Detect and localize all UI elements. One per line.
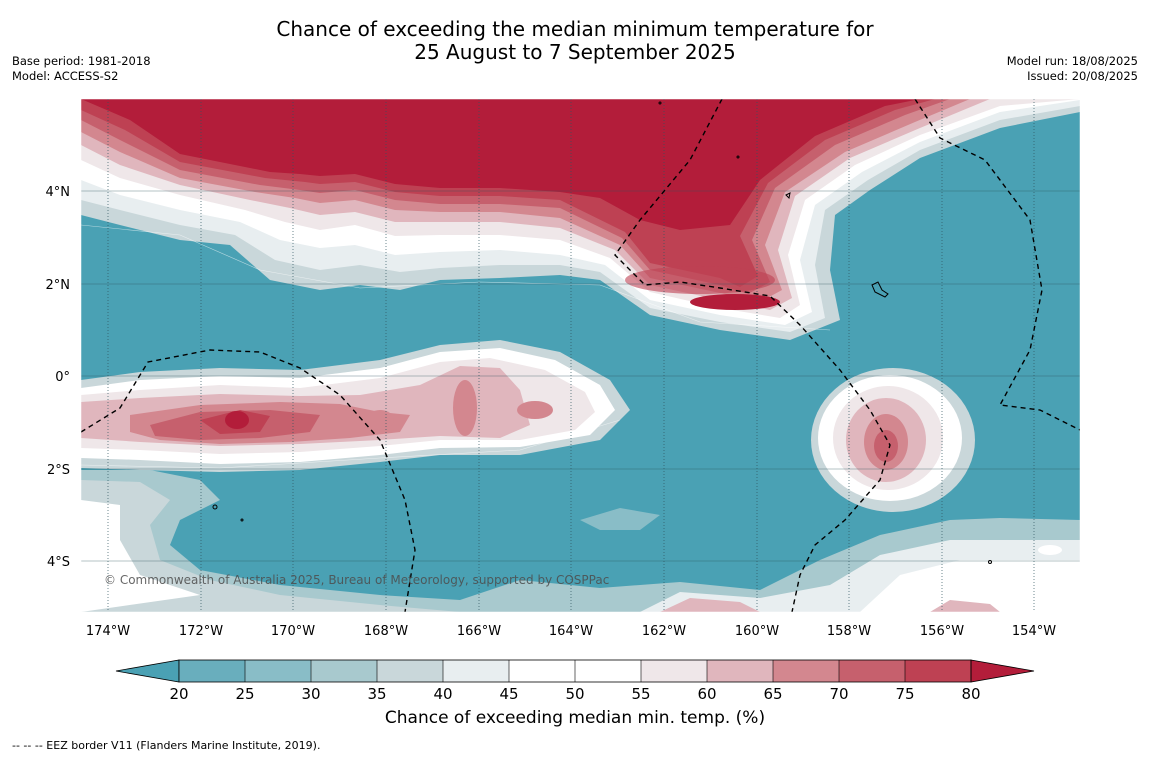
colorbar-low-arrow	[115, 659, 180, 683]
colorbar-tick-label: 20	[169, 685, 188, 703]
north-warm-region	[81, 99, 1080, 340]
colorbar-tick-label: 40	[433, 685, 452, 703]
lon-label-172w: 172°W	[179, 624, 223, 639]
issued-text: Issued: 20/08/2025	[1027, 69, 1138, 83]
colorbar-tick-label: 50	[565, 685, 584, 703]
lat-label-0: 0°	[55, 370, 70, 385]
colorbar-tick-label: 65	[763, 685, 782, 703]
lon-label-154w: 154°W	[1012, 624, 1056, 639]
copyright-notice: © Commonwealth of Australia 2025, Bureau…	[104, 573, 609, 587]
lon-label-156w: 156°W	[920, 624, 964, 639]
lon-label-164w: 164°W	[549, 624, 593, 639]
lon-label-158w: 158°W	[827, 624, 871, 639]
colorbar-tick-label: 70	[829, 685, 848, 703]
title-line-2: 25 August to 7 September 2025	[414, 40, 736, 64]
issue-info: Model run: 18/08/2025 Issued: 20/08/2025	[1007, 54, 1138, 84]
colorbar-bin	[245, 660, 311, 682]
colorbar-bin	[707, 660, 773, 682]
eez-legend: -- -- -- EEZ border V11 (Flanders Marine…	[12, 739, 321, 752]
colorbar-bin	[773, 660, 839, 682]
model-text: Model: ACCESS-S2	[12, 69, 119, 83]
colorbar-tick-label: 55	[631, 685, 650, 703]
map-title: Chance of exceeding the median minimum t…	[0, 18, 1150, 64]
bubble-warm-region	[811, 368, 975, 512]
colorbar-bin	[641, 660, 707, 682]
colorbar-bin	[311, 660, 377, 682]
colorbar-tick-label: 80	[961, 685, 980, 703]
colorbar-bin	[377, 660, 443, 682]
colorbar: 20 25 30 35 40 45 50 55 60 65 70 75 80	[115, 659, 1035, 703]
colorbar-tick-label: 30	[301, 685, 320, 703]
lon-label-168w: 168°W	[364, 624, 408, 639]
base-period-text: Base period: 1981-2018	[12, 54, 151, 68]
latitude-labels: 4°N 2°N 0° 2°S 4°S	[46, 185, 71, 570]
lon-label-174w: 174°W	[86, 624, 130, 639]
colorbar-bin	[443, 660, 509, 682]
colorbar-bin	[905, 660, 971, 682]
colorbar-tick-label: 35	[367, 685, 386, 703]
map-frame	[80, 98, 1081, 613]
lon-label-162w: 162°W	[642, 624, 686, 639]
colorbar-tick-label: 60	[697, 685, 716, 703]
model-run-text: Model run: 18/08/2025	[1006, 54, 1138, 68]
colorbar-bin	[839, 660, 905, 682]
longitude-labels: 174°W 172°W 170°W 168°W 166°W 164°W 162°…	[86, 624, 1056, 639]
lat-label-4n: 4°N	[46, 185, 71, 200]
colorbar-tick-label: 75	[895, 685, 914, 703]
colorbar-frame	[178, 659, 972, 683]
colorbar-high-arrow	[970, 659, 1035, 683]
title-line-1: Chance of exceeding the median minimum t…	[276, 17, 874, 41]
colorbar-title: Chance of exceeding median min. temp. (%…	[384, 708, 766, 728]
lon-label-166w: 166°W	[457, 624, 501, 639]
lon-label-160w: 160°W	[735, 624, 779, 639]
island-outlines	[212, 101, 992, 564]
lon-label-170w: 170°W	[271, 624, 315, 639]
eez-borders	[81, 99, 1080, 612]
south-light-region	[81, 470, 1080, 612]
colorbar-tick-label: 45	[499, 685, 518, 703]
colorbar-bin	[509, 660, 575, 682]
lat-label-2n: 2°N	[46, 278, 71, 293]
colorbar-tick-label: 25	[235, 685, 254, 703]
probability-field	[81, 99, 1080, 612]
lat-label-4s: 4°S	[47, 555, 70, 570]
model-info: Base period: 1981-2018 Model: ACCESS-S2	[12, 54, 151, 84]
lat-label-2s: 2°S	[47, 463, 70, 478]
colorbar-bin	[179, 660, 245, 682]
equatorial-warm-region	[81, 340, 630, 472]
colorbar-bin	[575, 660, 641, 682]
